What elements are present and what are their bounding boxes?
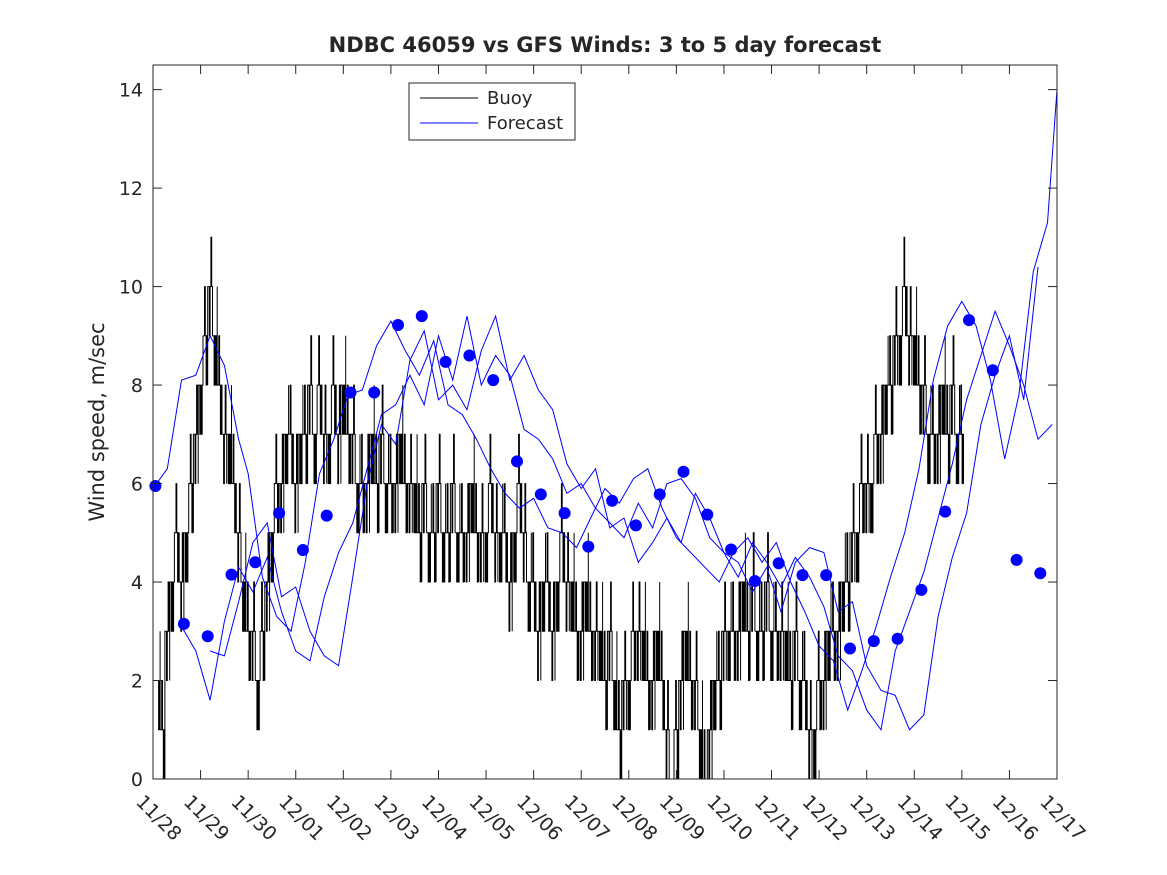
forecast-marker-29 — [844, 642, 856, 655]
forecast-marker-28 — [820, 569, 833, 582]
forecast-marker-24 — [725, 543, 738, 556]
forecast-marker-10 — [392, 319, 404, 331]
forecast-marker-16 — [534, 488, 547, 501]
forecast-marker-37 — [1034, 567, 1047, 580]
forecast-marker-11 — [415, 310, 428, 323]
forecast-marker-6 — [296, 544, 309, 556]
y-tick-label-2: 2 — [131, 671, 143, 693]
forecast-marker-20 — [629, 519, 642, 532]
forecast-series — [152, 89, 1058, 732]
y-tick-label-10: 10 — [119, 277, 143, 299]
forecast-marker-14 — [487, 374, 500, 387]
forecast-marker-3 — [225, 568, 238, 581]
y-tick-label-8: 8 — [131, 375, 143, 397]
forecast-marker-32 — [915, 583, 928, 596]
legend-buoy-label: Buoy — [487, 88, 533, 109]
forecast-marker-36 — [1010, 553, 1023, 566]
legend-forecast-label: Forecast — [487, 113, 563, 134]
y-tick-label-0: 0 — [131, 769, 143, 791]
forecast-marker-26 — [772, 557, 785, 570]
chart-title: NDBC 46059 vs GFS Winds: 3 to 5 day fore… — [329, 33, 882, 57]
forecast-markers — [149, 310, 1047, 655]
forecast-marker-34 — [963, 314, 975, 327]
forecast-marker-25 — [748, 575, 761, 587]
forecast-marker-1 — [177, 617, 190, 630]
forecast-marker-33 — [939, 505, 952, 518]
forecast-marker-30 — [867, 635, 880, 648]
forecast-marker-17 — [558, 507, 571, 520]
forecast-marker-9 — [368, 386, 381, 399]
forecast-marker-27 — [796, 569, 809, 582]
forecast-marker-8 — [344, 386, 357, 399]
forecast-marker-19 — [606, 494, 619, 507]
forecast-marker-23 — [701, 508, 714, 521]
forecast-marker-12 — [439, 355, 452, 368]
legend: Buoy Forecast — [408, 82, 576, 141]
forecast-marker-18 — [582, 540, 595, 553]
forecast-marker-5 — [273, 507, 286, 520]
forecast-run-0 — [152, 89, 1058, 712]
forecast-run-2 — [209, 266, 1039, 731]
buoy-series — [157, 236, 964, 780]
y-axis: 0 2 4 6 8 10 12 14 — [119, 80, 1057, 791]
axes-frame — [152, 64, 1058, 780]
forecast-marker-13 — [463, 349, 476, 362]
y-tick-label-12: 12 — [119, 178, 143, 200]
plot-area — [149, 89, 1058, 780]
y-tick-label-4: 4 — [131, 572, 143, 594]
forecast-marker-2 — [201, 630, 214, 643]
forecast-marker-22 — [677, 465, 690, 478]
forecast-marker-4 — [249, 556, 262, 569]
y-tick-label-6: 6 — [131, 474, 143, 496]
forecast-marker-21 — [653, 488, 666, 501]
y-axis-label: Wind speed, m/sec — [85, 322, 109, 521]
forecast-marker-35 — [986, 364, 999, 377]
buoy-line — [157, 236, 964, 780]
forecast-marker-31 — [891, 632, 904, 645]
forecast-run-1 — [181, 309, 1053, 732]
y-tick-label-14: 14 — [119, 80, 143, 102]
forecast-marker-7 — [320, 509, 333, 522]
forecast-marker-15 — [511, 455, 523, 468]
forecast-marker-0 — [149, 480, 162, 492]
legend-box — [408, 82, 576, 141]
